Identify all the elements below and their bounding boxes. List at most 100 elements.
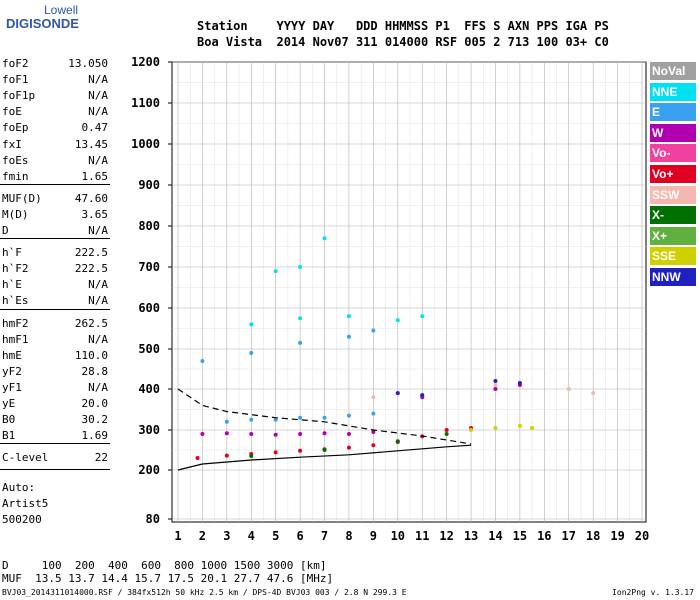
- param-key: foEp: [2, 121, 29, 135]
- x-tick-label: 5: [272, 529, 279, 543]
- param-key: fxI: [2, 137, 22, 151]
- x-tick-label: 4: [248, 529, 255, 543]
- param-key: h`F: [2, 246, 22, 260]
- param-value: 47.60: [74, 191, 108, 205]
- param-key: hmE: [2, 348, 22, 362]
- data-point: [530, 425, 535, 430]
- param-row: foF1p N/A: [2, 89, 108, 104]
- data-point: [195, 456, 200, 460]
- param-key: C-level: [2, 451, 49, 465]
- x-tick-label: 15: [513, 529, 527, 543]
- param-key: foF1: [2, 73, 29, 87]
- param-value: 28.8: [81, 364, 109, 378]
- param-key: yE: [2, 397, 16, 410]
- y-tick-label: 600: [138, 301, 160, 315]
- param-value: 3.65: [81, 207, 109, 221]
- auto-artist: Artist5: [2, 497, 49, 510]
- data-point: [224, 431, 229, 436]
- param-value: 110.0: [74, 348, 108, 362]
- param-value: 262.5: [74, 316, 108, 330]
- param-key: B0: [2, 413, 16, 427]
- param-value: 20.0: [81, 397, 109, 410]
- header-row-1: Station YYYY DAY DDD HHMMSS P1 FFS S AXN…: [197, 19, 609, 33]
- param-key: h`Es: [2, 294, 29, 308]
- param-row: hmE 110.0: [2, 349, 108, 364]
- param-value: N/A: [88, 332, 108, 346]
- data-point: [444, 428, 449, 432]
- y-tick-label: 1100: [131, 96, 160, 110]
- data-point: [591, 391, 596, 396]
- param-row: h`E N/A: [2, 278, 108, 293]
- y-tick-label: 700: [138, 260, 160, 274]
- x-tick-label: 7: [321, 529, 328, 543]
- param-value: N/A: [88, 73, 108, 87]
- x-tick-label: 14: [488, 529, 502, 543]
- legend-item: E: [650, 103, 696, 122]
- param-row: MUF(D) 47.60: [2, 192, 108, 207]
- x-tick-label: 12: [439, 529, 453, 543]
- data-point: [346, 413, 351, 418]
- y-tick-label: 400: [138, 382, 160, 396]
- x-tick-label: 9: [370, 529, 377, 543]
- param-row: hmF2 262.5: [2, 317, 108, 332]
- data-point: [224, 453, 229, 458]
- data-point: [322, 448, 327, 452]
- param-key: MUF(D): [2, 191, 42, 205]
- data-point: [517, 423, 522, 428]
- data-point: [493, 387, 498, 391]
- data-point: [371, 328, 376, 333]
- data-point: [322, 236, 327, 241]
- version-label: Ion2Png v. 1.3.17: [612, 588, 694, 597]
- param-value: N/A: [88, 105, 108, 119]
- param-value: N/A: [88, 153, 108, 167]
- data-point: [346, 432, 351, 436]
- param-separator: [0, 469, 110, 471]
- param-value: 222.5: [74, 246, 108, 260]
- data-point: [444, 432, 449, 436]
- data-point: [298, 340, 303, 345]
- data-point: [249, 454, 254, 458]
- x-tick-label: 17: [562, 529, 576, 543]
- param-row: yF1 N/A: [2, 381, 108, 396]
- legend-item: SSW: [650, 185, 696, 204]
- x-tick-label: 6: [296, 529, 303, 543]
- profile-curve: [177, 388, 472, 445]
- param-key: foF2: [2, 57, 29, 70]
- x-tick-label: 1: [174, 529, 181, 543]
- param-row: C-level 22: [2, 451, 108, 466]
- data-point: [517, 381, 522, 385]
- param-key: M(D): [2, 207, 29, 221]
- data-point: [493, 379, 498, 383]
- y-tick-label: 1000: [131, 137, 160, 151]
- param-separator: [0, 308, 110, 310]
- logo-digisonde: DIGISONDE: [6, 16, 79, 31]
- legend-item: NoVal: [650, 62, 696, 80]
- x-tick-label: 20: [635, 529, 649, 543]
- y-tick-label: 500: [138, 342, 160, 356]
- param-value: 1.65: [81, 169, 109, 183]
- y-tick-label: 200: [138, 463, 160, 477]
- data-point: [273, 450, 278, 455]
- param-value: N/A: [88, 278, 108, 292]
- x-tick-label: 13: [464, 529, 478, 543]
- data-point: [346, 314, 351, 319]
- param-value: 22: [94, 451, 108, 465]
- legend-item: NNW: [650, 268, 696, 286]
- data-point: [224, 419, 229, 424]
- data-point: [298, 448, 303, 453]
- data-point: [395, 318, 400, 323]
- param-row: B0 30.2: [2, 413, 108, 428]
- data-point: [273, 432, 278, 437]
- param-value: N/A: [88, 294, 108, 308]
- param-key: h`E: [2, 278, 22, 292]
- param-value: 13.45: [74, 137, 108, 151]
- data-point: [395, 439, 400, 444]
- param-separator: [0, 443, 110, 445]
- logo-lowell: Lowell: [44, 3, 79, 17]
- param-row: M(D) 3.65: [2, 208, 108, 223]
- x-tick-label: 18: [586, 529, 600, 543]
- param-key: h`F2: [2, 262, 29, 276]
- param-row: h`Es N/A: [2, 294, 108, 309]
- data-point: [273, 269, 278, 274]
